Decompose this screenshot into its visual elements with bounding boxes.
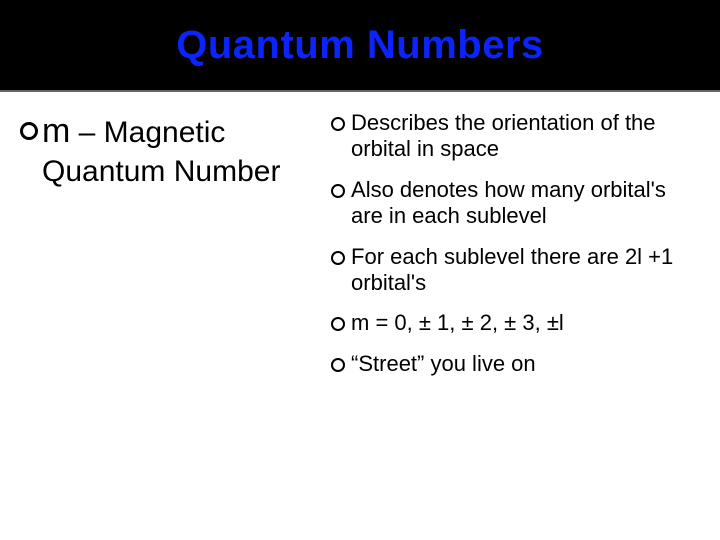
- left-rest: – Magnetic Quantum Number: [42, 116, 280, 188]
- right-bullet-5: “Street” you live on: [331, 351, 700, 377]
- bullet-icon: [20, 122, 38, 140]
- slide-title: Quantum Numbers: [176, 23, 544, 68]
- m-symbol: m: [42, 112, 70, 150]
- right-bullet-1: Describes the orientation of the orbital…: [331, 110, 700, 163]
- bullet-icon: [331, 317, 345, 331]
- left-bullet: m – Magnetic Quantum Number: [20, 110, 321, 190]
- right-bullet-3: For each sublevel there are 2l +1 orbita…: [331, 244, 700, 297]
- left-text: m – Magnetic Quantum Number: [42, 110, 321, 190]
- right-text-4: m = 0, ± 1, ± 2, ± 3, ±l: [351, 310, 564, 336]
- right-text-2: Also denotes how many orbital's are in e…: [351, 177, 700, 230]
- slide-header: Quantum Numbers: [0, 0, 720, 92]
- slide-body: m – Magnetic Quantum Number Describes th…: [0, 92, 720, 391]
- right-column: Describes the orientation of the orbital…: [331, 110, 700, 391]
- bullet-icon: [331, 358, 345, 372]
- right-text-1: Describes the orientation of the orbital…: [351, 110, 700, 163]
- right-bullet-4: m = 0, ± 1, ± 2, ± 3, ±l: [331, 310, 700, 336]
- right-bullet-2: Also denotes how many orbital's are in e…: [331, 177, 700, 230]
- right-text-3: For each sublevel there are 2l +1 orbita…: [351, 244, 700, 297]
- right-text-5: “Street” you live on: [351, 351, 536, 377]
- bullet-icon: [331, 251, 345, 265]
- left-column: m – Magnetic Quantum Number: [20, 110, 331, 391]
- bullet-icon: [331, 117, 345, 131]
- bullet-icon: [331, 184, 345, 198]
